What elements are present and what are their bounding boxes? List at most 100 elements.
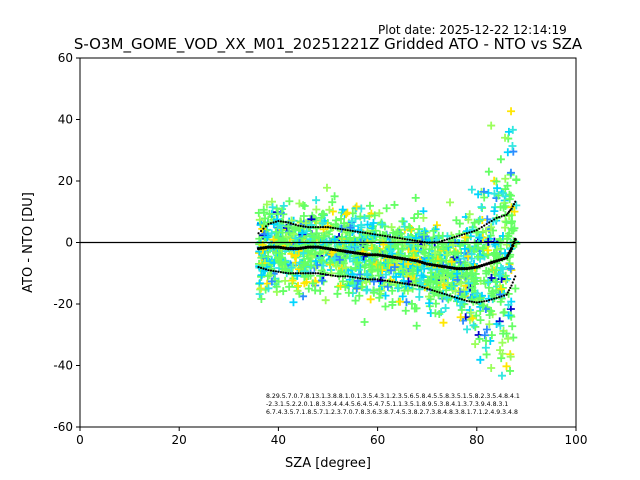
scatter-point: [341, 282, 350, 291]
mean-line-point: [492, 260, 496, 264]
sigma-line-point: [510, 284, 513, 287]
y-axis-label: ATO - NTO [DU]: [21, 192, 36, 293]
scatter-point: [450, 250, 459, 259]
scatter-point: [283, 239, 292, 248]
scatter-point: [360, 317, 369, 326]
sigma-line-point: [450, 295, 454, 298]
sigma-line-point: [334, 227, 337, 230]
mean-line-point: [395, 256, 400, 260]
scatter-point: [431, 257, 440, 266]
mean-line-point: [388, 255, 392, 259]
scatter-point: [362, 286, 371, 295]
mean-line-point: [259, 246, 263, 250]
sigma-line-point: [488, 299, 491, 302]
scatter-point: [496, 271, 505, 280]
scatter-point: [299, 212, 308, 221]
scatter-point: [362, 277, 371, 286]
scatter-point: [475, 334, 484, 343]
mean-line-point: [356, 251, 360, 255]
scatter-point: [446, 272, 455, 281]
sigma-line-point: [506, 212, 509, 215]
scatter-point: [496, 321, 505, 330]
scatter-point: [281, 265, 290, 274]
scatter-point: [341, 263, 350, 272]
sigma-line-point: [282, 271, 285, 274]
mean-line-point: [361, 252, 365, 256]
sigma-line-point: [478, 227, 481, 230]
scatter-point: [501, 192, 510, 201]
sigma-line-point: [418, 285, 421, 288]
sigma-line-point: [505, 293, 508, 296]
scatter-point: [390, 200, 399, 209]
scatter-point: [478, 301, 487, 310]
scatter-point: [496, 297, 505, 306]
sigma-line-point: [426, 287, 429, 290]
mean-line-point: [333, 248, 338, 252]
scatter-point: [434, 231, 443, 240]
mean-line-point: [346, 250, 350, 254]
y-tick-label: -60: [53, 420, 73, 434]
sigma-line-point: [314, 226, 317, 229]
mean-line-point: [341, 249, 345, 253]
scatter-point: [405, 223, 414, 232]
scatter-point: [392, 272, 401, 281]
sigma-line-point: [428, 288, 431, 291]
sigma-line-point: [334, 274, 337, 278]
sigma-line-point: [297, 272, 300, 275]
sigma-line-point: [267, 269, 270, 272]
scatter-point: [398, 217, 407, 226]
scatter-point: [365, 201, 374, 210]
mean-line-point: [393, 255, 397, 260]
scatter-point: [308, 279, 317, 288]
sigma-line-point: [401, 237, 404, 240]
mean-line-point: [314, 245, 318, 249]
scatter-point: [333, 289, 342, 298]
scatter-point: [511, 284, 520, 293]
scatter-point: [507, 107, 516, 116]
scatter-point: [265, 209, 274, 218]
scatter-point: [475, 215, 484, 224]
mean-line-point: [311, 245, 315, 249]
mean-line-point: [418, 260, 422, 264]
scatter-point: [411, 277, 420, 286]
sigma-line-point: [262, 227, 265, 230]
scatter-point: [307, 261, 316, 270]
scatter-point: [487, 364, 496, 372]
sigma-line-point: [331, 226, 335, 229]
sigma-line-point: [391, 236, 394, 239]
mean-line-point: [428, 262, 432, 267]
sigma-line-point: [344, 275, 347, 278]
sigma-line-point: [408, 238, 411, 241]
sigma-line-point: [386, 235, 389, 238]
sigma-line-point: [514, 275, 517, 278]
mean-line-point: [502, 257, 506, 261]
mean-line-point: [343, 249, 347, 253]
scatter-point: [463, 325, 472, 334]
scatter-point: [488, 287, 497, 296]
sigma-line-point: [416, 239, 419, 243]
scatter-point: [487, 273, 496, 282]
scatter-point: [456, 241, 465, 250]
scatter-point: [338, 277, 347, 286]
sigma-line-point: [500, 215, 503, 218]
sigma-line-point: [458, 297, 461, 300]
scatter-point: [351, 296, 360, 305]
scatter-point: [320, 268, 329, 277]
scatter-point: [452, 216, 461, 225]
sigma-line-point: [262, 267, 265, 270]
sigma-line-point: [366, 278, 369, 281]
sigma-line-point: [512, 202, 516, 206]
sigma-line-point: [406, 238, 409, 241]
scatter-point: [497, 371, 506, 380]
scatter-point: [465, 210, 474, 219]
mean-line-point: [296, 247, 300, 251]
scatter-point: [398, 292, 407, 301]
scatter-point: [496, 346, 505, 355]
sigma-line-point: [257, 232, 260, 235]
scatter-point: [509, 333, 518, 342]
sigma-line-point: [294, 272, 297, 275]
sigma-line-point: [473, 229, 476, 233]
sigma-line-point: [470, 300, 473, 303]
sigma-line-point: [408, 283, 411, 286]
scatter-point: [314, 233, 323, 242]
